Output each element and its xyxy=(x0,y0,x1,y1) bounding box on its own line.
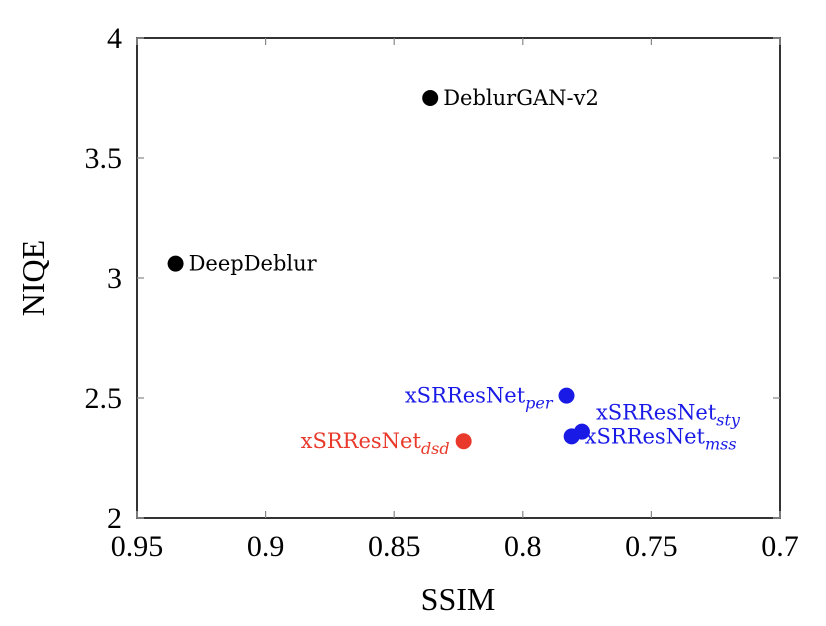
data-point xyxy=(167,255,184,272)
y-tick-label: 2.5 xyxy=(85,382,123,415)
point-label: xSRResNetper xyxy=(405,384,554,413)
point-label-text: xSRResNet xyxy=(405,384,526,408)
x-axis-label: SSIM xyxy=(421,581,496,617)
x-tick-label: 0.95 xyxy=(111,530,164,563)
point-label-subscript: per xyxy=(525,394,554,413)
data-point xyxy=(563,428,580,445)
x-tick-label: 0.8 xyxy=(504,530,542,563)
y-tick-label: 3.5 xyxy=(85,142,123,175)
point-label-text: xSRResNet xyxy=(596,401,717,425)
axis-ticks: 0.95 0.9 0.85 0.8 0.75 0.7 2 2.5 3 3.5 4 xyxy=(85,22,799,563)
x-tick-label: 0.75 xyxy=(625,530,678,563)
point-label-subscript: mss xyxy=(705,434,737,453)
point-label: DeblurGAN-v2 xyxy=(443,86,599,110)
point-label: xSRResNetdsd xyxy=(301,429,450,458)
point-label-text: DeepDeblur xyxy=(189,252,318,276)
x-tick-label: 0.7 xyxy=(761,530,799,563)
point-label-subscript: dsd xyxy=(421,439,450,458)
point-label-subscript: sty xyxy=(716,411,741,430)
point-label: xSRResNetsty xyxy=(596,401,741,430)
x-tick-label: 0.9 xyxy=(247,530,285,563)
y-tick-label: 3 xyxy=(107,262,122,295)
point-label-text: xSRResNet xyxy=(585,424,706,448)
point-label: xSRResNetmss xyxy=(585,424,737,453)
data-point xyxy=(455,433,472,450)
data-point xyxy=(558,387,575,404)
point-label-text: xSRResNet xyxy=(301,429,422,453)
x-tick-label: 0.85 xyxy=(368,530,421,563)
point-label-text: DeblurGAN-v2 xyxy=(443,86,599,110)
y-axis-label: NIQE xyxy=(15,240,51,316)
y-tick-label: 2 xyxy=(107,502,122,535)
y-tick-label: 4 xyxy=(107,22,122,55)
data-point xyxy=(422,90,439,106)
point-label: DeepDeblur xyxy=(189,252,318,276)
